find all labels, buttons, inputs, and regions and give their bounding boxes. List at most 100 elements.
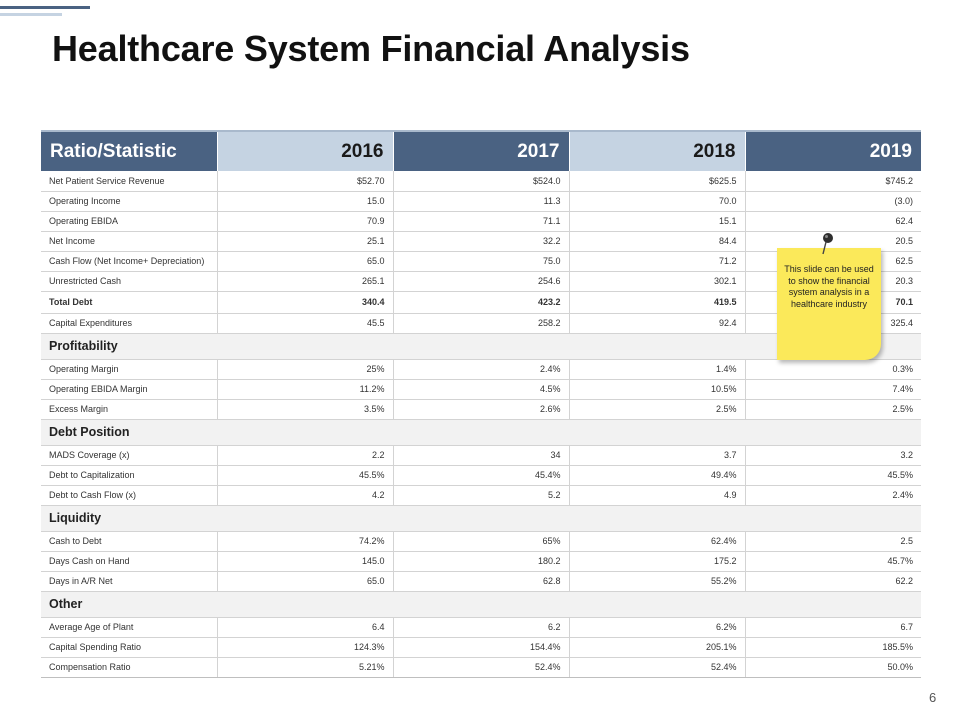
row-label: Operating Margin (41, 359, 218, 380)
page-number: 6 (929, 690, 937, 705)
value-cell-2017: 2.6% (393, 399, 570, 420)
value-cell-2017: 2.4% (393, 359, 570, 380)
value-cell-2018: 55.2% (569, 571, 746, 592)
value-cell-2016: 15.0 (217, 191, 394, 212)
value-cell-2017: 75.0 (393, 251, 570, 272)
row-label: Operating EBIDA (41, 211, 218, 232)
table-row: Average Age of Plant 6.4 6.2 6.2% 6.7 (41, 617, 921, 638)
value-cell-2017: 5.2 (393, 485, 570, 506)
table-body: Net Patient Service Revenue $52.70 $524.0 $… (41, 171, 921, 678)
section-header-row: Profitability (41, 333, 921, 360)
value-cell-2018: 4.9 (569, 485, 746, 506)
row-label: Debt to Cash Flow (x) (41, 485, 218, 506)
value-cell-2016: 265.1 (217, 271, 394, 292)
row-label: Capital Spending Ratio (41, 637, 218, 658)
value-cell-2017: 154.4% (393, 637, 570, 658)
table-row: Debt to Capitalization 45.5% 45.4% 49.4% 45.… (41, 465, 921, 486)
sticky-note-text: This slide can be used to show the finan… (784, 264, 874, 309)
row-label: Unrestricted Cash (41, 271, 218, 292)
table-row: Operating Income 15.0 11.3 70.0 (3.0) (41, 191, 921, 212)
section-header-row: Debt Position (41, 419, 921, 446)
table-row: Operating EBIDA Margin 11.2% 4.5% 10.5% 7.4% (41, 379, 921, 400)
value-cell-2018: 302.1 (569, 271, 746, 292)
row-label: Net Income (41, 231, 218, 252)
value-cell-2018: 52.4% (569, 657, 746, 678)
value-cell-2017: 62.8 (393, 571, 570, 592)
value-cell-2017: 258.2 (393, 313, 570, 334)
value-cell-2016: 45.5% (217, 465, 394, 486)
value-cell-2017: 71.1 (393, 211, 570, 232)
value-cell-2018: 62.4% (569, 531, 746, 552)
section-label: Debt Position (41, 419, 921, 446)
value-cell-2019: 45.5% (745, 465, 921, 486)
value-cell-2017: 11.3 (393, 191, 570, 212)
table-row: Compensation Ratio 5.21% 52.4% 52.4% 50.0% (41, 657, 921, 678)
row-label: Operating Income (41, 191, 218, 212)
value-cell-2018: 49.4% (569, 465, 746, 486)
row-label: Average Age of Plant (41, 617, 218, 638)
value-cell-2019: 50.0% (745, 657, 921, 678)
value-cell-2018: 419.5 (569, 291, 746, 314)
value-cell-2016: 25% (217, 359, 394, 380)
value-cell-2017: 45.4% (393, 465, 570, 486)
value-cell-2016: 3.5% (217, 399, 394, 420)
value-cell-2018: 10.5% (569, 379, 746, 400)
value-cell-2016: 124.3% (217, 637, 394, 658)
pushpin-icon (822, 233, 833, 255)
accent-line-light (0, 13, 62, 16)
value-cell-2016: 11.2% (217, 379, 394, 400)
header-year-2018: 2018 (569, 130, 746, 171)
row-label: MADS Coverage (x) (41, 445, 218, 466)
section-label: Profitability (41, 333, 921, 360)
table-row: Operating EBIDA 70.9 71.1 15.1 62.4 (41, 211, 921, 232)
value-cell-2019: 45.7% (745, 551, 921, 572)
value-cell-2017: 6.2 (393, 617, 570, 638)
value-cell-2017: 32.2 (393, 231, 570, 252)
financial-ratio-table: Ratio/Statistic 2016 2017 2018 2019 Net … (41, 130, 921, 678)
value-cell-2017: 4.5% (393, 379, 570, 400)
value-cell-2019: 185.5% (745, 637, 921, 658)
value-cell-2018: 1.4% (569, 359, 746, 380)
value-cell-2019: 3.2 (745, 445, 921, 466)
header-year-2016: 2016 (217, 130, 394, 171)
value-cell-2019: 0.3% (745, 359, 921, 380)
value-cell-2019: 2.5 (745, 531, 921, 552)
value-cell-2018: 84.4 (569, 231, 746, 252)
row-label: Operating EBIDA Margin (41, 379, 218, 400)
value-cell-2017: 423.2 (393, 291, 570, 314)
value-cell-2018: 205.1% (569, 637, 746, 658)
value-cell-2018: 92.4 (569, 313, 746, 334)
value-cell-2018: 70.0 (569, 191, 746, 212)
value-cell-2018: $625.5 (569, 171, 746, 192)
table-row: Cash to Debt 74.2% 65% 62.4% 2.5 (41, 531, 921, 552)
value-cell-2016: $52.70 (217, 171, 394, 192)
section-label: Liquidity (41, 505, 921, 532)
value-cell-2019: 2.4% (745, 485, 921, 506)
table-row: Excess Margin 3.5% 2.6% 2.5% 2.5% (41, 399, 921, 420)
value-cell-2019: 2.5% (745, 399, 921, 420)
value-cell-2016: 4.2 (217, 485, 394, 506)
value-cell-2017: $524.0 (393, 171, 570, 192)
value-cell-2019: 7.4% (745, 379, 921, 400)
header-year-2017: 2017 (393, 130, 570, 171)
value-cell-2019: 6.7 (745, 617, 921, 638)
row-label: Total Debt (41, 291, 218, 314)
row-label: Excess Margin (41, 399, 218, 420)
header-year-2019: 2019 (745, 130, 921, 171)
value-cell-2016: 65.0 (217, 251, 394, 272)
value-cell-2016: 70.9 (217, 211, 394, 232)
value-cell-2018: 175.2 (569, 551, 746, 572)
value-cell-2019: (3.0) (745, 191, 921, 212)
value-cell-2019: $745.2 (745, 171, 921, 192)
table-row: Capital Spending Ratio 124.3% 154.4% 205.1%… (41, 637, 921, 658)
value-cell-2016: 25.1 (217, 231, 394, 252)
table-row: Operating Margin 25% 2.4% 1.4% 0.3% (41, 359, 921, 380)
value-cell-2018: 6.2% (569, 617, 746, 638)
value-cell-2017: 34 (393, 445, 570, 466)
value-cell-2017: 254.6 (393, 271, 570, 292)
accent-line-dark (0, 6, 90, 9)
table-header-row: Ratio/Statistic 2016 2017 2018 2019 (41, 130, 921, 171)
value-cell-2017: 52.4% (393, 657, 570, 678)
value-cell-2016: 65.0 (217, 571, 394, 592)
row-label: Net Patient Service Revenue (41, 171, 218, 192)
